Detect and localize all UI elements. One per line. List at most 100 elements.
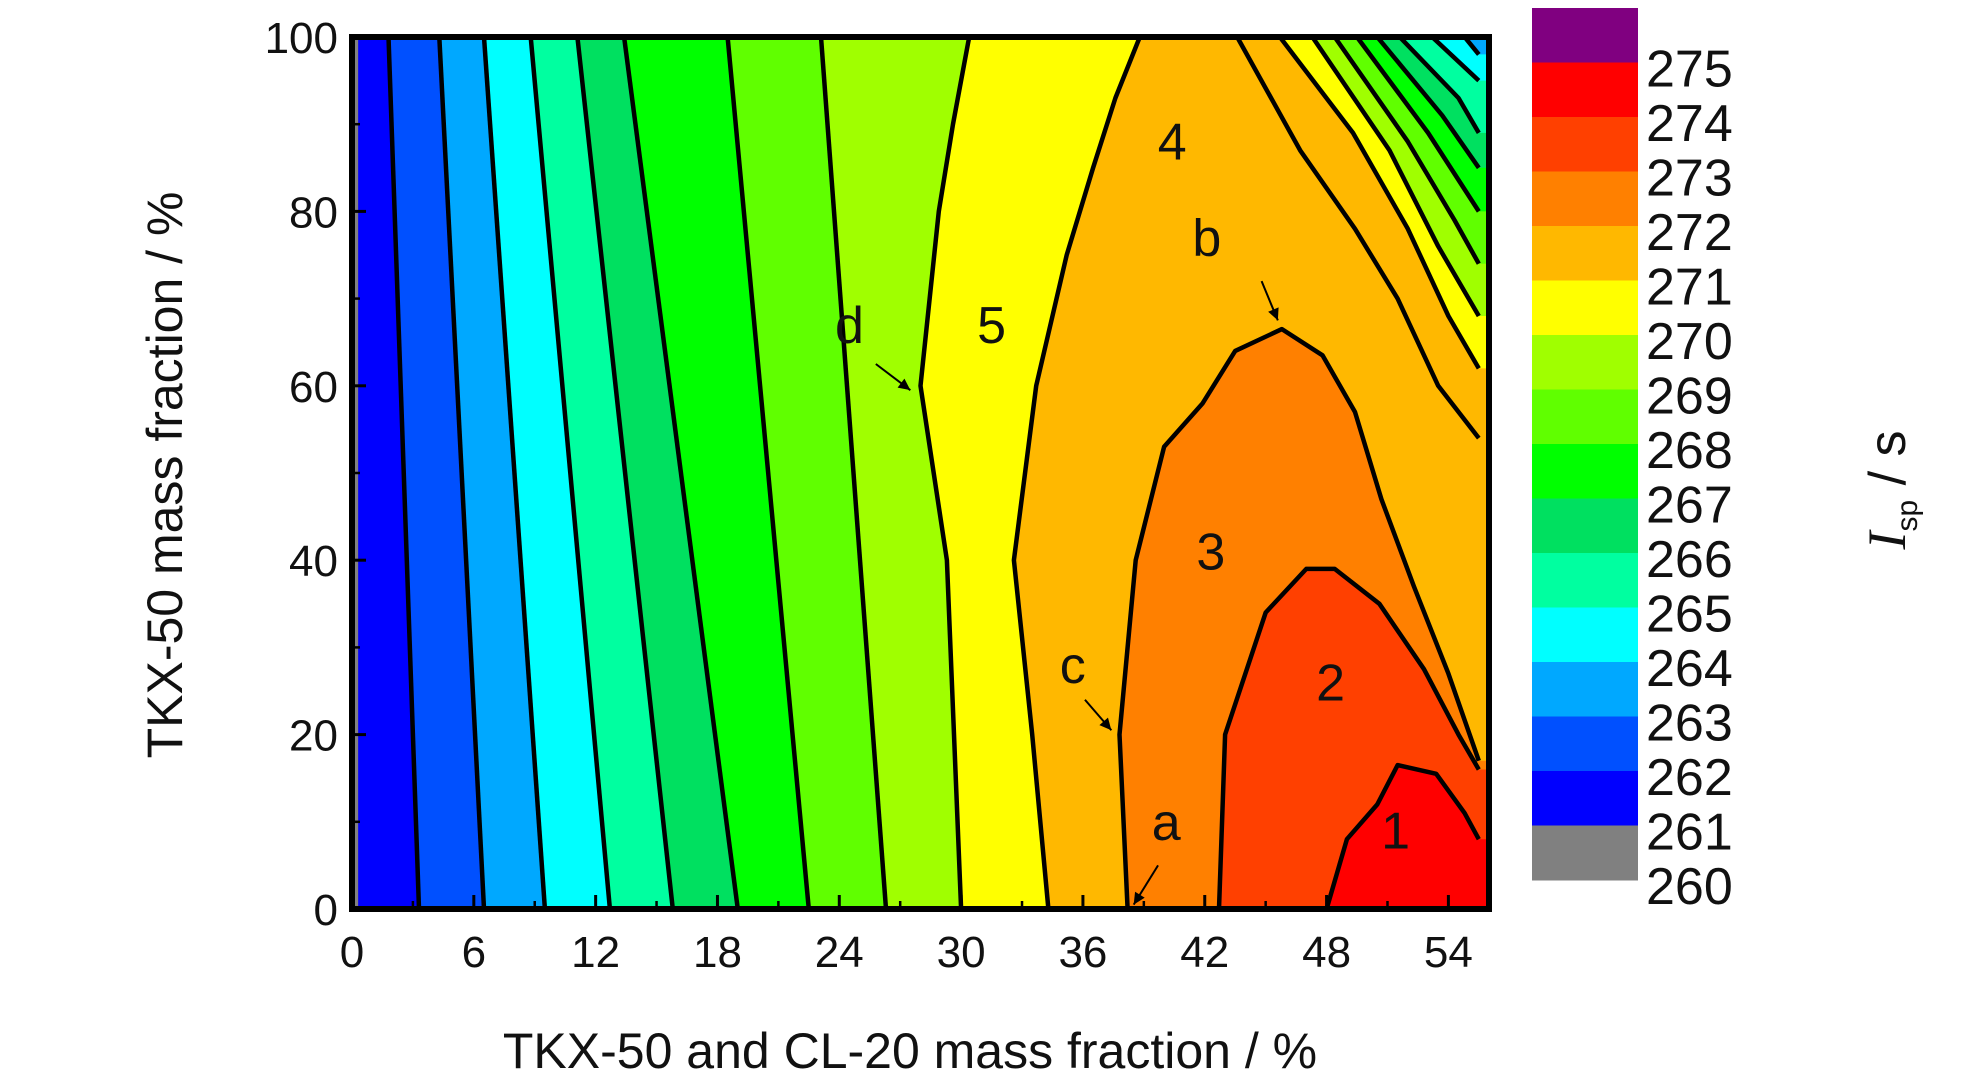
x-tick-label: 6 bbox=[462, 928, 486, 977]
colorbar-label-unit: / s bbox=[1859, 430, 1917, 499]
x-tick-label: 48 bbox=[1302, 928, 1351, 977]
contour-line bbox=[1310, 37, 1481, 318]
y-tick-label: 0 bbox=[314, 886, 338, 935]
colorbar-tick-label: 266 bbox=[1646, 531, 1733, 589]
colorbar-label-subscript: sp bbox=[1891, 500, 1924, 532]
colorbar-swatch bbox=[1532, 771, 1638, 826]
region-label: b bbox=[1192, 210, 1221, 268]
colorbar-tick-label: 261 bbox=[1646, 804, 1733, 862]
region-label: 3 bbox=[1196, 523, 1225, 581]
contour-line bbox=[1324, 762, 1481, 909]
contour-lines bbox=[386, 37, 1481, 909]
x-axis-label: TKX-50 and CL-20 mass fraction / % bbox=[503, 1023, 1317, 1079]
contour-fill-region bbox=[358, 37, 419, 909]
region-label: a bbox=[1152, 794, 1181, 852]
colorbar-swatch bbox=[1532, 825, 1638, 881]
colorbar-tick-label: 264 bbox=[1646, 640, 1733, 698]
contour-line bbox=[1355, 37, 1481, 213]
colorbar-tick-label: 275 bbox=[1646, 41, 1733, 99]
region-label: 4 bbox=[1158, 114, 1187, 172]
contour-line bbox=[918, 37, 972, 909]
colorbar-swatch bbox=[1532, 389, 1638, 445]
colorbar: 2752742732722712702692682672662652642632… bbox=[1532, 8, 1733, 916]
contour-line bbox=[1430, 37, 1481, 83]
colorbar-swatch bbox=[1532, 444, 1638, 499]
contour-line bbox=[481, 37, 548, 909]
contour-fills bbox=[352, 37, 1489, 909]
contour-line bbox=[1216, 566, 1481, 909]
region-label: d bbox=[835, 297, 864, 355]
colorbar-tick-label: 260 bbox=[1646, 858, 1733, 916]
region-label: 2 bbox=[1316, 654, 1345, 712]
colorbar-swatch bbox=[1532, 498, 1638, 554]
y-axis-label: TKX-50 mass fraction / % bbox=[137, 192, 193, 759]
colorbar-tick-label: 269 bbox=[1646, 368, 1733, 426]
colorbar-tick-label: 272 bbox=[1646, 204, 1733, 262]
contour-fill-region bbox=[624, 37, 809, 909]
annotation-arrowhead bbox=[1268, 307, 1279, 321]
region-annotations: 1 2 3 4 5 a b c d bbox=[835, 114, 1410, 906]
colorbar-swatch bbox=[1532, 553, 1638, 608]
colorbar-swatch bbox=[1532, 716, 1638, 772]
colorbar-tick-label: 268 bbox=[1646, 422, 1733, 480]
colorbar-swatch bbox=[1532, 117, 1638, 172]
annotation-arrowhead bbox=[1099, 717, 1112, 731]
colorbar-tick-label: 262 bbox=[1646, 749, 1733, 807]
colorbar-swatch bbox=[1532, 335, 1638, 390]
contour-line bbox=[1375, 37, 1481, 170]
colorbar-label-symbol: I bbox=[1857, 529, 1917, 551]
contour-line bbox=[1117, 326, 1481, 909]
contour-line bbox=[437, 37, 487, 909]
contour-fill-region bbox=[1326, 765, 1489, 909]
y-tick-label: 100 bbox=[265, 14, 338, 63]
colorbar-swatch bbox=[1532, 171, 1638, 227]
x-tick-label: 24 bbox=[815, 928, 864, 977]
contour-fill-region bbox=[530, 37, 673, 909]
contour-fill-region bbox=[439, 37, 545, 909]
colorbar-swatch bbox=[1532, 62, 1638, 118]
colorbar-swatch bbox=[1532, 662, 1638, 717]
contour-line bbox=[1278, 37, 1481, 370]
contour-line bbox=[1398, 37, 1481, 135]
contour-line bbox=[1235, 37, 1481, 440]
contour-line bbox=[1332, 37, 1481, 265]
colorbar-swatch bbox=[1532, 280, 1638, 336]
colorbar-label: Isp / s bbox=[1857, 430, 1924, 550]
contour-fill-region bbox=[920, 37, 1140, 909]
annotation-arrowhead bbox=[897, 378, 911, 391]
x-tick-label: 54 bbox=[1424, 928, 1473, 977]
colorbar-swatch bbox=[1532, 226, 1638, 281]
colorbar-tick-label: 271 bbox=[1646, 259, 1733, 317]
contour-fill-region bbox=[727, 37, 886, 909]
contour-line bbox=[575, 37, 676, 909]
region-label: c bbox=[1060, 637, 1086, 695]
x-tick-label: 36 bbox=[1058, 928, 1107, 977]
contour-line bbox=[386, 37, 422, 909]
y-tick-label: 80 bbox=[289, 188, 338, 237]
colorbar-tick-label: 263 bbox=[1646, 695, 1733, 753]
contour-line bbox=[1011, 37, 1142, 909]
colorbar-tick-label: 267 bbox=[1646, 477, 1733, 535]
colorbar-tick-label: 265 bbox=[1646, 586, 1733, 644]
colorbar-swatch bbox=[1532, 607, 1638, 663]
region-label: 5 bbox=[977, 297, 1006, 355]
y-tick-label: 20 bbox=[289, 712, 338, 761]
colorbar-tick-label: 274 bbox=[1646, 95, 1733, 153]
x-axis-ticks: 0 6 12 18 24 30 36 42 48 54 bbox=[340, 895, 1473, 977]
contour-fill-region bbox=[484, 37, 610, 909]
contour-line bbox=[725, 37, 812, 909]
x-tick-label: 18 bbox=[693, 928, 742, 977]
contour-fill-region bbox=[577, 37, 738, 909]
x-tick-label: 30 bbox=[937, 928, 986, 977]
y-axis-ticks: 0 20 40 60 80 100 bbox=[265, 14, 366, 935]
x-tick-label: 12 bbox=[571, 928, 620, 977]
x-tick-label: 0 bbox=[340, 928, 364, 977]
contour-line bbox=[818, 37, 889, 909]
colorbar-tick-label: 270 bbox=[1646, 313, 1733, 371]
y-tick-label: 60 bbox=[289, 363, 338, 412]
contour-line bbox=[621, 37, 741, 909]
y-tick-label: 40 bbox=[289, 537, 338, 586]
contour-line bbox=[528, 37, 613, 909]
colorbar-swatch bbox=[1532, 8, 1638, 63]
annotation-arrowhead bbox=[1133, 891, 1145, 905]
